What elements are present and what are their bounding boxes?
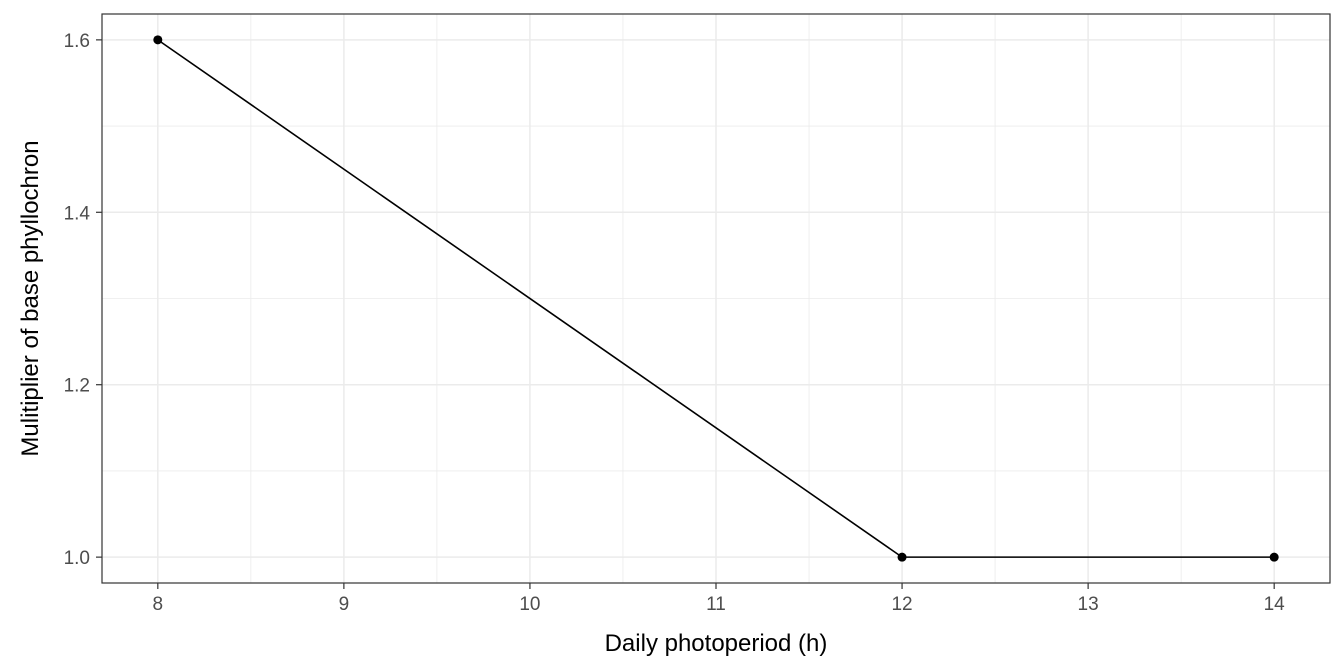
x-tick-label: 9 — [339, 594, 350, 615]
x-axis: 8 9 10 11 12 13 14 — [153, 583, 1286, 615]
y-tick-label: 1.6 — [64, 31, 90, 52]
y-tick-label: 1.4 — [64, 203, 91, 224]
x-tick-label: 11 — [706, 594, 726, 615]
x-axis-title: Daily photoperiod (h) — [605, 630, 828, 657]
y-tick-label: 1.0 — [64, 548, 90, 569]
x-tick-label: 10 — [519, 594, 540, 615]
x-tick-label: 13 — [1078, 594, 1099, 615]
y-axis-title: Mulitiplier of base phyllochron — [17, 140, 44, 456]
x-tick-label: 12 — [891, 594, 912, 615]
data-point — [153, 35, 163, 45]
y-axis: 1.0 1.2 1.4 1.6 — [64, 31, 102, 569]
data-point — [897, 552, 907, 562]
data-point — [1269, 552, 1279, 562]
x-tick-label: 8 — [153, 594, 164, 615]
x-tick-label: 14 — [1264, 594, 1286, 615]
grid-major — [102, 14, 1330, 583]
y-tick-label: 1.2 — [64, 376, 90, 397]
series-layer — [153, 35, 1279, 562]
